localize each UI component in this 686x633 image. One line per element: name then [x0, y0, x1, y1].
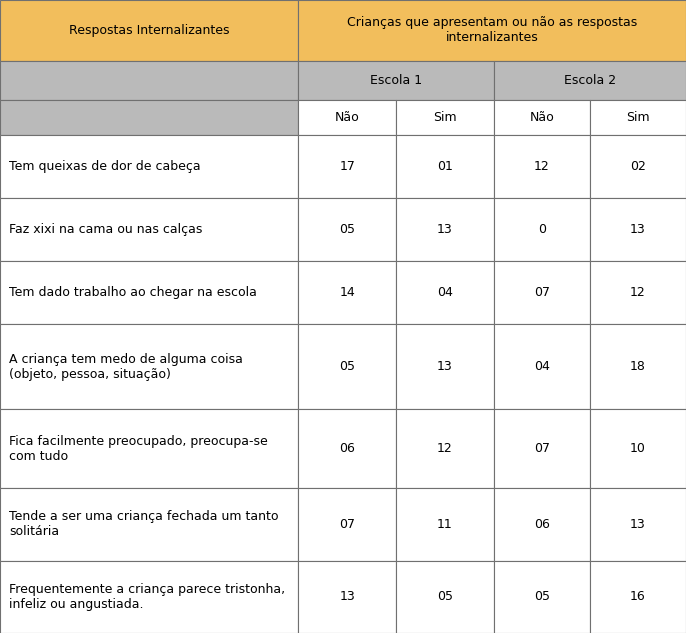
Text: 05: 05 — [340, 360, 355, 373]
Text: 07: 07 — [534, 442, 550, 455]
Text: Respostas Internalizantes: Respostas Internalizantes — [69, 24, 229, 37]
Text: 18: 18 — [630, 360, 646, 373]
Text: Sim: Sim — [434, 111, 457, 124]
Bar — [590, 198, 686, 261]
Text: 12: 12 — [534, 160, 549, 173]
Text: 16: 16 — [630, 591, 646, 603]
Text: 07: 07 — [534, 286, 550, 299]
Text: 0: 0 — [538, 223, 546, 236]
Bar — [397, 135, 494, 198]
Bar — [590, 561, 686, 633]
Text: 11: 11 — [437, 518, 453, 531]
Bar — [494, 561, 590, 633]
Bar — [0, 61, 298, 100]
Bar — [0, 261, 298, 324]
Bar — [298, 100, 397, 135]
Text: Não: Não — [335, 111, 359, 124]
Bar — [590, 261, 686, 324]
Text: 17: 17 — [340, 160, 355, 173]
Bar — [0, 561, 298, 633]
Text: 13: 13 — [340, 591, 355, 603]
Text: 13: 13 — [630, 518, 646, 531]
Text: 12: 12 — [630, 286, 646, 299]
Text: A criança tem medo de alguma coisa
(objeto, pessoa, situação): A criança tem medo de alguma coisa (obje… — [9, 353, 243, 380]
Bar — [397, 409, 494, 488]
Text: 12: 12 — [437, 442, 453, 455]
Bar — [397, 324, 494, 409]
Bar — [0, 135, 298, 198]
Bar — [590, 100, 686, 135]
Text: 04: 04 — [437, 286, 453, 299]
Bar — [298, 0, 686, 61]
Text: 10: 10 — [630, 442, 646, 455]
Bar — [0, 198, 298, 261]
Text: 13: 13 — [437, 223, 453, 236]
Bar — [298, 488, 397, 561]
Text: 02: 02 — [630, 160, 646, 173]
Text: 05: 05 — [340, 223, 355, 236]
Bar — [590, 135, 686, 198]
Bar — [0, 488, 298, 561]
Text: Tem dado trabalho ao chegar na escola: Tem dado trabalho ao chegar na escola — [9, 286, 257, 299]
Text: Faz xixi na cama ou nas calças: Faz xixi na cama ou nas calças — [9, 223, 202, 236]
Bar — [494, 135, 590, 198]
Bar — [397, 488, 494, 561]
Bar — [494, 324, 590, 409]
Bar — [494, 100, 590, 135]
Bar — [298, 261, 397, 324]
Text: Escola 1: Escola 1 — [370, 74, 422, 87]
Bar — [298, 135, 397, 198]
Text: 06: 06 — [340, 442, 355, 455]
Text: Frequentemente a criança parece tristonha,
infeliz ou angustiada.: Frequentemente a criança parece tristonh… — [9, 583, 285, 611]
Text: 14: 14 — [340, 286, 355, 299]
Bar — [0, 409, 298, 488]
Bar — [298, 61, 494, 100]
Bar — [298, 409, 397, 488]
Bar — [494, 409, 590, 488]
Text: 01: 01 — [437, 160, 453, 173]
Bar — [0, 324, 298, 409]
Text: Tem queixas de dor de cabeça: Tem queixas de dor de cabeça — [9, 160, 200, 173]
Bar — [397, 198, 494, 261]
Bar — [298, 561, 397, 633]
Bar — [298, 324, 397, 409]
Text: 05: 05 — [437, 591, 453, 603]
Bar — [397, 261, 494, 324]
Bar — [494, 488, 590, 561]
Text: 07: 07 — [340, 518, 355, 531]
Text: Tende a ser uma criança fechada um tanto
solitária: Tende a ser uma criança fechada um tanto… — [9, 510, 279, 538]
Text: 13: 13 — [630, 223, 646, 236]
Bar — [494, 261, 590, 324]
Bar — [0, 0, 298, 61]
Bar — [397, 561, 494, 633]
Bar — [590, 488, 686, 561]
Text: 05: 05 — [534, 591, 550, 603]
Bar — [494, 61, 686, 100]
Bar — [590, 409, 686, 488]
Text: 04: 04 — [534, 360, 550, 373]
Bar — [397, 100, 494, 135]
Bar — [0, 100, 298, 135]
Text: 13: 13 — [437, 360, 453, 373]
Bar — [494, 198, 590, 261]
Bar — [590, 324, 686, 409]
Text: Crianças que apresentam ou não as respostas
internalizantes: Crianças que apresentam ou não as respos… — [347, 16, 637, 44]
Text: Não: Não — [530, 111, 554, 124]
Text: Escola 2: Escola 2 — [564, 74, 616, 87]
Text: Fica facilmente preocupado, preocupa-se
com tudo: Fica facilmente preocupado, preocupa-se … — [9, 434, 268, 463]
Text: 06: 06 — [534, 518, 550, 531]
Text: Sim: Sim — [626, 111, 650, 124]
Bar — [298, 198, 397, 261]
